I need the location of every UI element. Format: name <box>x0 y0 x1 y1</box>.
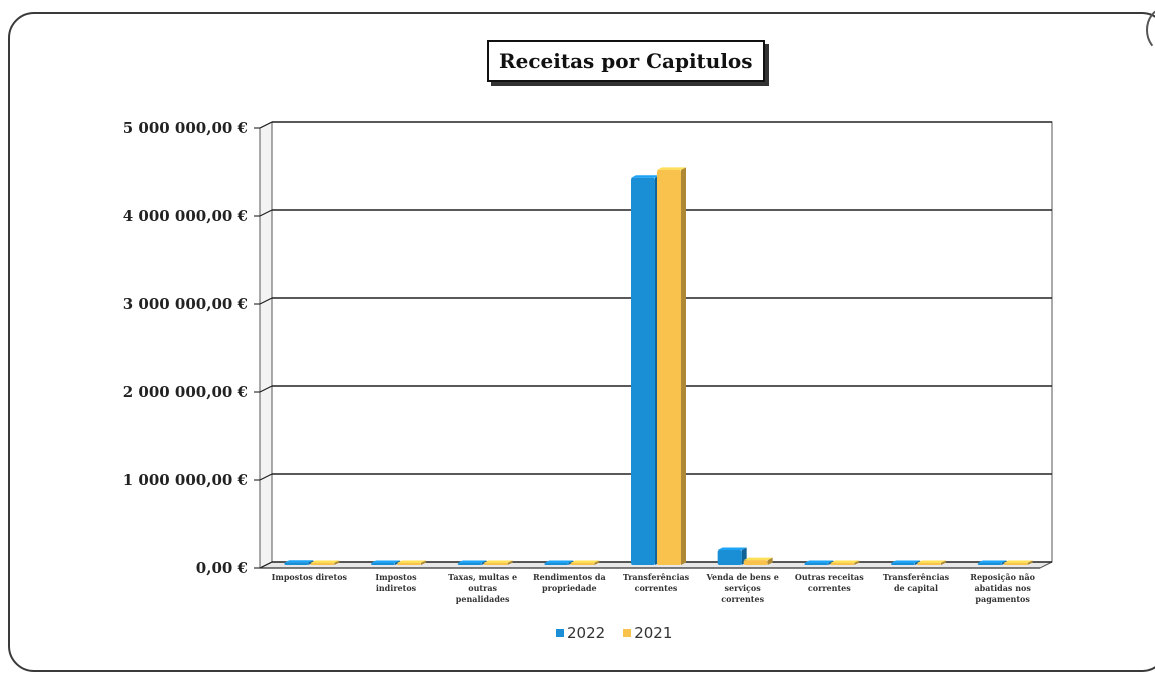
bar-top-2022 <box>631 175 660 178</box>
x-tick-label-line: Outras receitas <box>795 572 864 582</box>
bar-side-2021 <box>421 560 426 565</box>
x-tick-label-line: Taxas, multas e <box>448 572 517 582</box>
x-tick-label: Venda de bens e serviços correntes <box>706 572 779 604</box>
x-tick-label-line: pagamentos <box>975 594 1030 604</box>
x-tick-label-line: correntes <box>808 583 851 593</box>
bar-top-2022 <box>977 560 1007 563</box>
x-tick-label: Impostos indiretos <box>375 572 417 593</box>
bar-top-2022 <box>891 560 920 563</box>
x-tick-label: Impostos diretos <box>272 572 348 582</box>
bar-2021 <box>830 563 855 565</box>
x-tick-label-line: Transferências <box>623 572 690 582</box>
bar-side-2021 <box>854 560 860 565</box>
bar-2022 <box>457 563 482 565</box>
bar-2022 <box>544 563 569 565</box>
legend-swatch-2022 <box>556 629 564 637</box>
bar-top-2021 <box>397 560 426 563</box>
bar-top-2021 <box>917 560 946 563</box>
bar-top-2022 <box>717 547 747 551</box>
bar-2022 <box>284 562 309 565</box>
gridline-side <box>259 121 273 129</box>
y-tick-label: 4 000 000,00 € <box>123 207 248 225</box>
bar-top-2021 <box>570 560 600 563</box>
gridline-side <box>259 297 273 305</box>
bar-side-2021 <box>767 557 773 565</box>
bar-2022 <box>804 563 829 565</box>
x-tick-label-line: Transferências <box>883 572 950 582</box>
bar-side-2021 <box>334 560 340 565</box>
gridline-side <box>259 561 273 569</box>
y-tick-label: 5 000 000,00 € <box>123 119 248 137</box>
bar-2022 <box>891 563 915 565</box>
legend: 2022 2021 <box>556 624 672 642</box>
x-tick-label-line: Reposição não <box>970 572 1035 582</box>
x-tick-label: Transferências correntes <box>623 572 690 593</box>
bar-top-2022 <box>544 560 574 563</box>
bar-2022 <box>977 563 1002 565</box>
x-tick-label-line: Venda de bens e <box>706 572 779 582</box>
legend-item-2022: 2022 <box>556 624 605 642</box>
bar-top-2022 <box>804 560 834 563</box>
bar-2021 <box>570 563 595 565</box>
x-tick-label-line: Rendimentos da <box>533 572 606 582</box>
x-tick-label: Reposição não abatidas nos pagamentos <box>970 572 1035 604</box>
chart-title-text: Receitas por Capitulos <box>499 49 753 73</box>
bar-2022 <box>631 177 655 566</box>
x-tick-label-line: correntes <box>635 583 678 593</box>
chart-title: Receitas por Capitulos <box>487 40 765 82</box>
x-tick-label: Transferências de capital <box>883 572 950 593</box>
x-tick-label-line: de capital <box>894 583 938 593</box>
y-tick-label: 3 000 000,00 € <box>123 295 248 313</box>
bar-2022 <box>371 563 395 565</box>
y-tick-label: 1 000 000,00 € <box>123 471 248 489</box>
bar-top-2022 <box>457 560 487 563</box>
bar-top-2021 <box>1003 560 1033 563</box>
y-tick-label: 2 000 000,00 € <box>123 383 248 401</box>
x-tick-label-line: indiretos <box>376 583 417 593</box>
x-tick-label-line: Impostos diretos <box>272 572 348 582</box>
bar-top-2021 <box>743 557 773 561</box>
bar-2021 <box>483 563 508 565</box>
legend-label-2021: 2021 <box>634 624 673 642</box>
y-tick-label: 0,00 € <box>196 559 248 577</box>
bar-top-2021 <box>657 167 686 170</box>
bar-side-2021 <box>681 167 686 565</box>
x-tick-label-line: outras <box>468 583 497 593</box>
gridline-side <box>259 209 273 217</box>
x-tick-label: Rendimentos da propriedade <box>533 572 606 593</box>
x-tick-label: Outras receitas correntes <box>795 572 864 593</box>
bar-2021 <box>917 563 941 565</box>
x-tick-label-line: penalidades <box>456 594 510 604</box>
x-tick-label-line: propriedade <box>542 583 597 593</box>
x-tick-label-line: abatidas nos <box>974 583 1031 593</box>
x-tick-label-line: serviços <box>725 583 762 593</box>
legend-swatch-2021 <box>623 629 632 637</box>
bar-2021 <box>310 563 335 565</box>
bar-2022 <box>717 550 742 565</box>
bar-2021 <box>397 563 421 565</box>
bar-side-2021 <box>1027 560 1033 565</box>
x-tick-label-line: correntes <box>721 594 764 604</box>
bar-top-2021 <box>830 560 860 563</box>
bar-top-2021 <box>483 560 513 563</box>
bar-side-2021 <box>941 560 946 565</box>
bar-top-2022 <box>284 560 314 563</box>
gridline-side <box>259 385 273 393</box>
bar-side-2021 <box>507 560 513 565</box>
gridline-side <box>259 473 273 481</box>
bar-2021 <box>657 169 681 565</box>
bar-top-2022 <box>371 560 400 563</box>
bar-2021 <box>1003 563 1028 565</box>
bar-top-2021 <box>310 560 340 563</box>
legend-label-2022: 2022 <box>567 624 606 642</box>
legend-item-2021: 2021 <box>623 624 672 642</box>
plot-side-wall <box>259 121 273 569</box>
x-tick-label-line: Impostos <box>375 572 417 582</box>
bar-side-2022 <box>308 560 314 565</box>
x-tick-label: Taxas, multas e outras penalidades <box>448 572 517 604</box>
bar-2021 <box>743 560 768 565</box>
bar-side-2021 <box>594 560 600 565</box>
